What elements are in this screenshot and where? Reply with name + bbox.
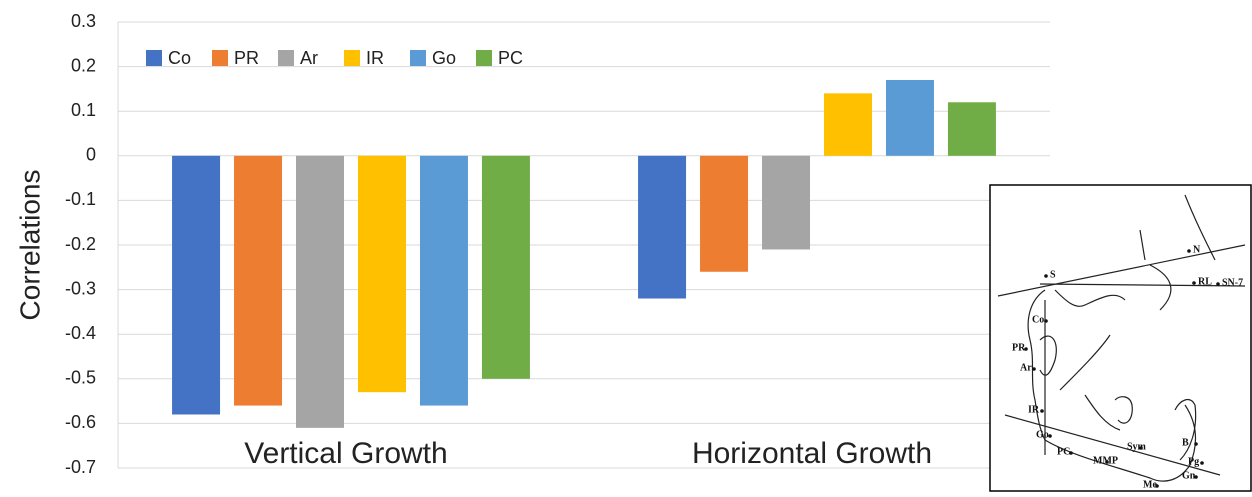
- y-tick-label: -0.2: [65, 234, 96, 254]
- inset-point: [1155, 484, 1159, 488]
- inset-point: [1044, 274, 1048, 278]
- bar: [172, 155, 221, 415]
- y-tick-label: -0.3: [65, 278, 96, 298]
- inset-point: [1200, 461, 1204, 465]
- plot-area: 0.3 0.2 0.1 0 -0.1 -0.2 -0.3 -0.4 -0.5 -0.6 -0.7 Ve…: [65, 11, 1050, 477]
- inset-point: [1069, 451, 1073, 455]
- legend-label: PC: [498, 48, 523, 68]
- bar: [234, 155, 283, 406]
- y-axis-title: Correlations: [14, 170, 45, 321]
- bar: [762, 155, 811, 250]
- bar: [700, 155, 749, 272]
- legend-swatch: [146, 50, 162, 66]
- inset-point: [1194, 475, 1198, 479]
- bar: [885, 79, 934, 156]
- y-tick-label: 0.2: [71, 55, 96, 75]
- bar: [357, 155, 406, 393]
- inset-label: RL: [1198, 276, 1212, 287]
- inset-label: PC: [1057, 446, 1070, 457]
- inset-label: B: [1182, 437, 1189, 448]
- inset-label: Ar: [1020, 362, 1032, 373]
- y-tick-label: -0.7: [65, 457, 96, 477]
- inset-point: [1024, 347, 1028, 351]
- y-tick-label: 0: [86, 145, 96, 165]
- inset-point: [1216, 282, 1220, 286]
- legend-swatch: [476, 50, 492, 66]
- inset-point: [1105, 460, 1109, 464]
- legend-label: Co: [168, 48, 191, 68]
- inset-label: MMP: [1093, 455, 1118, 466]
- legend-swatch: [344, 50, 360, 66]
- legend-swatch: [278, 50, 294, 66]
- y-tick-label: 0.3: [71, 11, 96, 31]
- bar: [947, 102, 996, 156]
- inset-label: Gn: [1182, 470, 1196, 481]
- inset-label: Pg: [1188, 456, 1199, 467]
- y-tick-label: -0.5: [65, 368, 96, 388]
- inset-label: PR: [1012, 342, 1026, 353]
- legend-label: PR: [234, 48, 259, 68]
- bar: [823, 93, 872, 156]
- inset-point: [1192, 281, 1196, 285]
- bar: [638, 155, 687, 299]
- legend-label: Go: [432, 48, 456, 68]
- bar: [296, 155, 345, 428]
- inset-point: [1139, 446, 1143, 450]
- inset-label: SN-7: [1222, 277, 1243, 288]
- inset-diagram: S N RL SN-7 Co PR Ar IR Go PC MMP Sym B Pg Gn Me: [989, 184, 1252, 492]
- x-tick-label: Vertical Growth: [244, 437, 447, 470]
- bar: [419, 155, 468, 406]
- legend-swatch: [410, 50, 426, 66]
- inset-label: Sym: [1127, 441, 1147, 452]
- inset-point: [1040, 409, 1044, 413]
- x-tick-label: Horizontal Growth: [692, 437, 932, 470]
- y-tick-label: 0.1: [71, 100, 96, 120]
- inset-label: N: [1193, 244, 1201, 255]
- legend-label: IR: [366, 48, 384, 68]
- inset-point: [1194, 442, 1198, 446]
- inset-label: IR: [1028, 404, 1040, 415]
- inset-frame: [989, 184, 1252, 492]
- inset-label: Go: [1036, 429, 1049, 440]
- y-tick-label: -0.6: [65, 412, 96, 432]
- inset-point: [1187, 249, 1191, 253]
- inset-drawing: [997, 194, 1246, 482]
- inset-point: [1044, 319, 1048, 323]
- y-tick-label: -0.1: [65, 189, 96, 209]
- inset-label: S: [1050, 269, 1056, 280]
- inset-label: Co: [1032, 314, 1044, 325]
- bar: [481, 155, 530, 379]
- legend-label: Ar: [300, 48, 318, 68]
- inset-point: [1032, 367, 1036, 371]
- legend-swatch: [212, 50, 228, 66]
- y-tick-label: -0.4: [65, 323, 96, 343]
- inset-point: [1048, 434, 1052, 438]
- inset-label: Me: [1143, 479, 1157, 490]
